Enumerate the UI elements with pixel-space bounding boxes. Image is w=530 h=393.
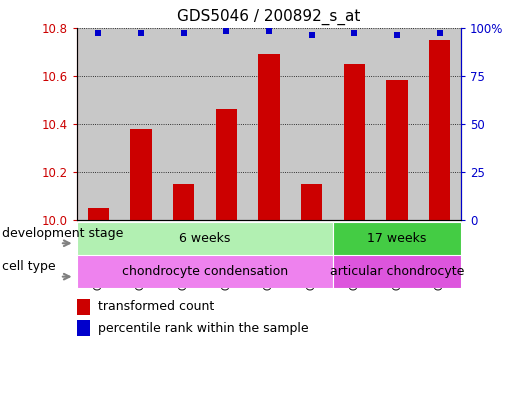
Text: chondrocyte condensation: chondrocyte condensation	[122, 265, 288, 278]
Text: percentile rank within the sample: percentile rank within the sample	[98, 321, 308, 335]
Text: transformed count: transformed count	[98, 300, 214, 314]
Point	[307, 32, 316, 39]
Bar	[77, 299, 90, 315]
Point	[222, 28, 231, 35]
Text: 17 weeks: 17 weeks	[367, 232, 427, 245]
Point	[350, 30, 359, 37]
Bar	[258, 54, 280, 220]
Point	[265, 28, 273, 35]
Bar	[301, 184, 322, 220]
Bar	[87, 208, 109, 220]
Point	[393, 32, 401, 39]
Bar	[130, 129, 152, 220]
Text: 6 weeks: 6 weeks	[179, 232, 231, 245]
Bar	[333, 255, 461, 288]
Text: development stage: development stage	[2, 227, 123, 240]
Bar	[77, 320, 90, 336]
Bar	[429, 40, 450, 220]
Bar	[386, 81, 408, 220]
Point	[94, 30, 102, 37]
Title: GDS5046 / 200892_s_at: GDS5046 / 200892_s_at	[178, 9, 360, 25]
Point	[179, 30, 188, 37]
Text: articular chondrocyte: articular chondrocyte	[330, 265, 464, 278]
Bar	[333, 222, 461, 255]
Bar	[173, 184, 195, 220]
Point	[137, 30, 145, 37]
Bar	[77, 222, 333, 255]
Bar	[343, 64, 365, 220]
Text: cell type: cell type	[2, 261, 55, 274]
Bar	[77, 255, 333, 288]
Bar	[216, 109, 237, 220]
Point	[436, 30, 444, 37]
